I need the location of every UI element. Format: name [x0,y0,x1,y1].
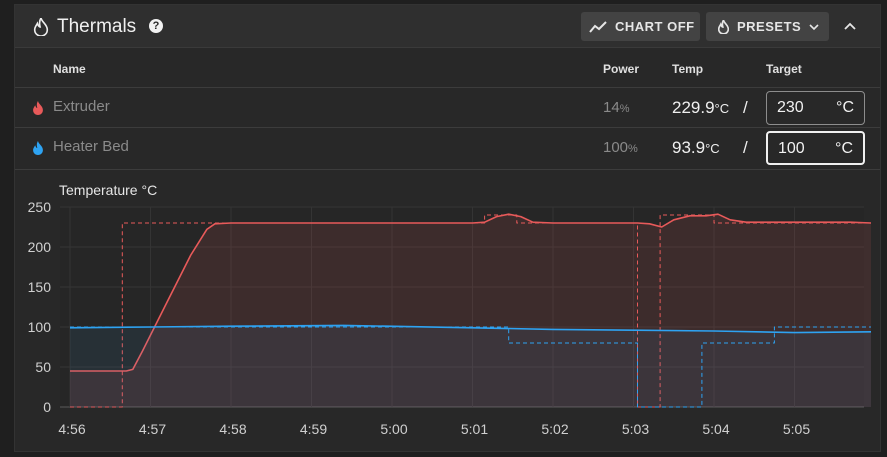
heater-temp: 229.9°C [672,98,730,117]
fire-icon [33,101,43,115]
heater-name[interactable]: Extruder [53,98,110,115]
heater-bed-target-line [70,326,871,408]
y-tick-label: 200 [28,239,52,255]
presets-button[interactable]: PRESETS [706,12,829,41]
y-tick-label: 100 [28,319,52,335]
x-tick-label: 5:04 [702,421,729,437]
x-tick-label: 4:58 [219,421,246,437]
y-tick-label: 50 [35,359,51,375]
x-tick-label: 5:05 [783,421,810,437]
extruder-area [70,214,871,407]
chart-title: Temperature °C [59,182,158,198]
x-tick-label: 4:57 [139,421,166,437]
temperature-chart: Temperature °C 0 50 100 150 200 250 4:56 4:57 4:… [15,169,880,451]
help-icon[interactable]: ? [149,19,163,33]
plot-area [60,207,864,407]
heater-power: 100% [603,139,638,156]
target-value: 100 [778,140,805,157]
chart-svg: 0 50 100 150 200 250 4:56 4:57 4:58 4:59 5:00 5:01 5… [28,199,872,437]
x-tick-label: 4:56 [58,421,85,437]
chart-line-icon [589,20,607,33]
column-header-name[interactable]: Name [53,62,86,76]
column-header-target[interactable]: Target [766,62,802,76]
heater-temp: 93.9°C [672,138,720,157]
chevron-up-icon[interactable] [842,19,858,35]
target-unit: °C [835,140,853,157]
heater-bed-area [70,325,871,407]
heater-row-extruder: Extruder 14% 229.9°C / 230 °C [15,87,880,128]
target-input[interactable]: 230 °C [766,91,865,125]
extruder-target-line [70,214,871,408]
target-input[interactable]: 100 °C [766,131,865,165]
target-unit: °C [836,99,854,116]
chart-toggle-button[interactable]: CHART OFF [581,12,700,41]
fire-icon [33,141,43,155]
chart-toggle-label: CHART OFF [615,19,695,34]
column-header-temp[interactable]: Temp [672,62,704,76]
temp-separator: / [743,98,748,117]
y-tick-label: 0 [43,399,51,415]
x-tick-label: 5:03 [622,421,649,437]
card-title: Thermals [57,16,137,37]
x-tick-label: 5:02 [541,421,568,437]
heater-row-bed: Heater Bed 100% 93.9°C / 100 °C [15,127,880,168]
y-tick-label: 150 [28,279,52,295]
x-tick-label: 4:59 [300,421,327,437]
x-tick-label: 5:00 [380,421,407,437]
presets-label: PRESETS [737,19,802,34]
x-tick-label: 5:01 [461,421,488,437]
temp-separator: / [743,138,748,157]
heater-name[interactable]: Heater Bed [53,138,129,155]
chevron-down-icon [809,23,819,31]
y-tick-label: 250 [28,199,52,215]
thermals-card: Thermals ? CHART OFF PRESETS Name Power … [14,4,881,452]
fire-icon [718,19,729,34]
heater-power: 14% [603,99,630,116]
target-value: 230 [777,99,804,116]
extruder-line [70,213,872,372]
card-toolbar: Thermals ? CHART OFF PRESETS [15,5,880,48]
column-header-power[interactable]: Power [603,62,640,76]
fire-icon [33,18,49,36]
